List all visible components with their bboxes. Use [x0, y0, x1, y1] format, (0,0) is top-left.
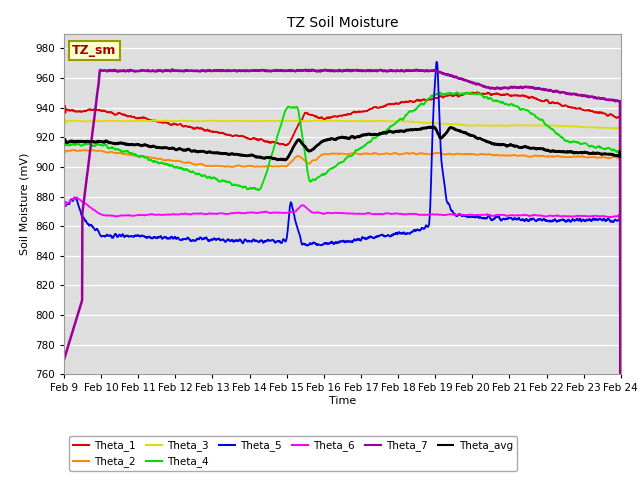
Theta_7	[60, 357, 68, 362]
Theta_6	[601, 214, 609, 219]
Theta_3	[316, 118, 324, 124]
Theta_3	[60, 117, 68, 122]
Theta_3	[499, 123, 506, 129]
Theta_1	[499, 92, 507, 97]
Theta_5	[331, 240, 339, 245]
Theta_7	[499, 85, 506, 91]
Theta_5	[499, 216, 507, 222]
Theta_2	[89, 147, 97, 153]
Theta_2	[60, 150, 68, 156]
X-axis label: Time: Time	[329, 396, 356, 406]
Line: Theta_1: Theta_1	[64, 92, 621, 145]
Theta_4	[331, 164, 339, 169]
Theta_6	[60, 202, 68, 207]
Theta_1	[60, 104, 68, 109]
Theta_3	[331, 118, 339, 124]
Theta_2	[602, 155, 609, 160]
Theta_6	[316, 210, 324, 216]
Theta_5	[617, 215, 625, 220]
Theta_6	[601, 214, 609, 219]
Theta_6	[89, 206, 97, 212]
Theta_avg	[316, 140, 324, 146]
Theta_7	[331, 68, 339, 73]
Theta_4	[617, 148, 625, 154]
Theta_3	[89, 118, 97, 124]
Y-axis label: Soil Moisture (mV): Soil Moisture (mV)	[20, 153, 29, 255]
Theta_4	[60, 137, 68, 143]
Theta_1	[316, 115, 324, 120]
Theta_4	[316, 173, 324, 179]
Text: TZ_sm: TZ_sm	[72, 44, 116, 57]
Line: Theta_7: Theta_7	[64, 70, 621, 480]
Theta_4	[255, 187, 262, 193]
Theta_avg	[499, 142, 507, 147]
Theta_2	[81, 147, 88, 153]
Line: Theta_2: Theta_2	[64, 150, 621, 167]
Theta_avg	[617, 152, 625, 158]
Theta_1	[331, 113, 339, 119]
Theta_avg	[281, 157, 289, 163]
Theta_1	[473, 89, 481, 95]
Theta_2	[227, 164, 234, 170]
Theta_1	[617, 118, 625, 123]
Theta_2	[332, 151, 339, 156]
Title: TZ Soil Moisture: TZ Soil Moisture	[287, 16, 398, 30]
Theta_avg	[601, 151, 609, 156]
Theta_4	[453, 89, 461, 95]
Theta_7	[601, 96, 609, 101]
Theta_6	[499, 212, 506, 218]
Theta_1	[88, 108, 96, 113]
Theta_3	[60, 118, 68, 123]
Theta_4	[601, 146, 609, 152]
Theta_avg	[602, 151, 609, 157]
Theta_2	[499, 152, 507, 158]
Theta_7	[88, 131, 96, 136]
Line: Theta_avg: Theta_avg	[64, 127, 621, 160]
Theta_avg	[88, 139, 96, 144]
Theta_5	[602, 218, 609, 224]
Theta_avg	[426, 124, 434, 130]
Theta_5	[60, 199, 68, 204]
Theta_3	[616, 127, 623, 132]
Theta_7	[316, 68, 324, 74]
Theta_3	[601, 125, 609, 131]
Theta_2	[317, 153, 324, 159]
Theta_7	[601, 96, 609, 102]
Line: Theta_5: Theta_5	[64, 62, 621, 246]
Theta_5	[316, 242, 324, 248]
Theta_1	[601, 110, 609, 116]
Theta_4	[602, 146, 609, 152]
Line: Theta_3: Theta_3	[64, 120, 621, 130]
Theta_2	[601, 155, 609, 160]
Line: Theta_6: Theta_6	[64, 197, 621, 480]
Theta_4	[499, 99, 507, 105]
Theta_6	[72, 194, 80, 200]
Theta_6	[331, 210, 339, 216]
Theta_avg	[331, 137, 339, 143]
Theta_4	[88, 143, 96, 148]
Theta_5	[601, 217, 609, 223]
Theta_1	[282, 143, 289, 148]
Theta_5	[88, 224, 96, 230]
Legend: Theta_1, Theta_2, Theta_3, Theta_4, Theta_5, Theta_6, Theta_7, Theta_avg: Theta_1, Theta_2, Theta_3, Theta_4, Thet…	[69, 436, 517, 471]
Theta_7	[168, 67, 176, 72]
Theta_5	[433, 59, 440, 65]
Theta_5	[303, 243, 311, 249]
Theta_1	[602, 111, 609, 117]
Theta_avg	[60, 140, 68, 146]
Theta_3	[617, 125, 625, 131]
Line: Theta_4: Theta_4	[64, 92, 621, 190]
Theta_2	[617, 156, 625, 162]
Theta_3	[601, 125, 609, 131]
